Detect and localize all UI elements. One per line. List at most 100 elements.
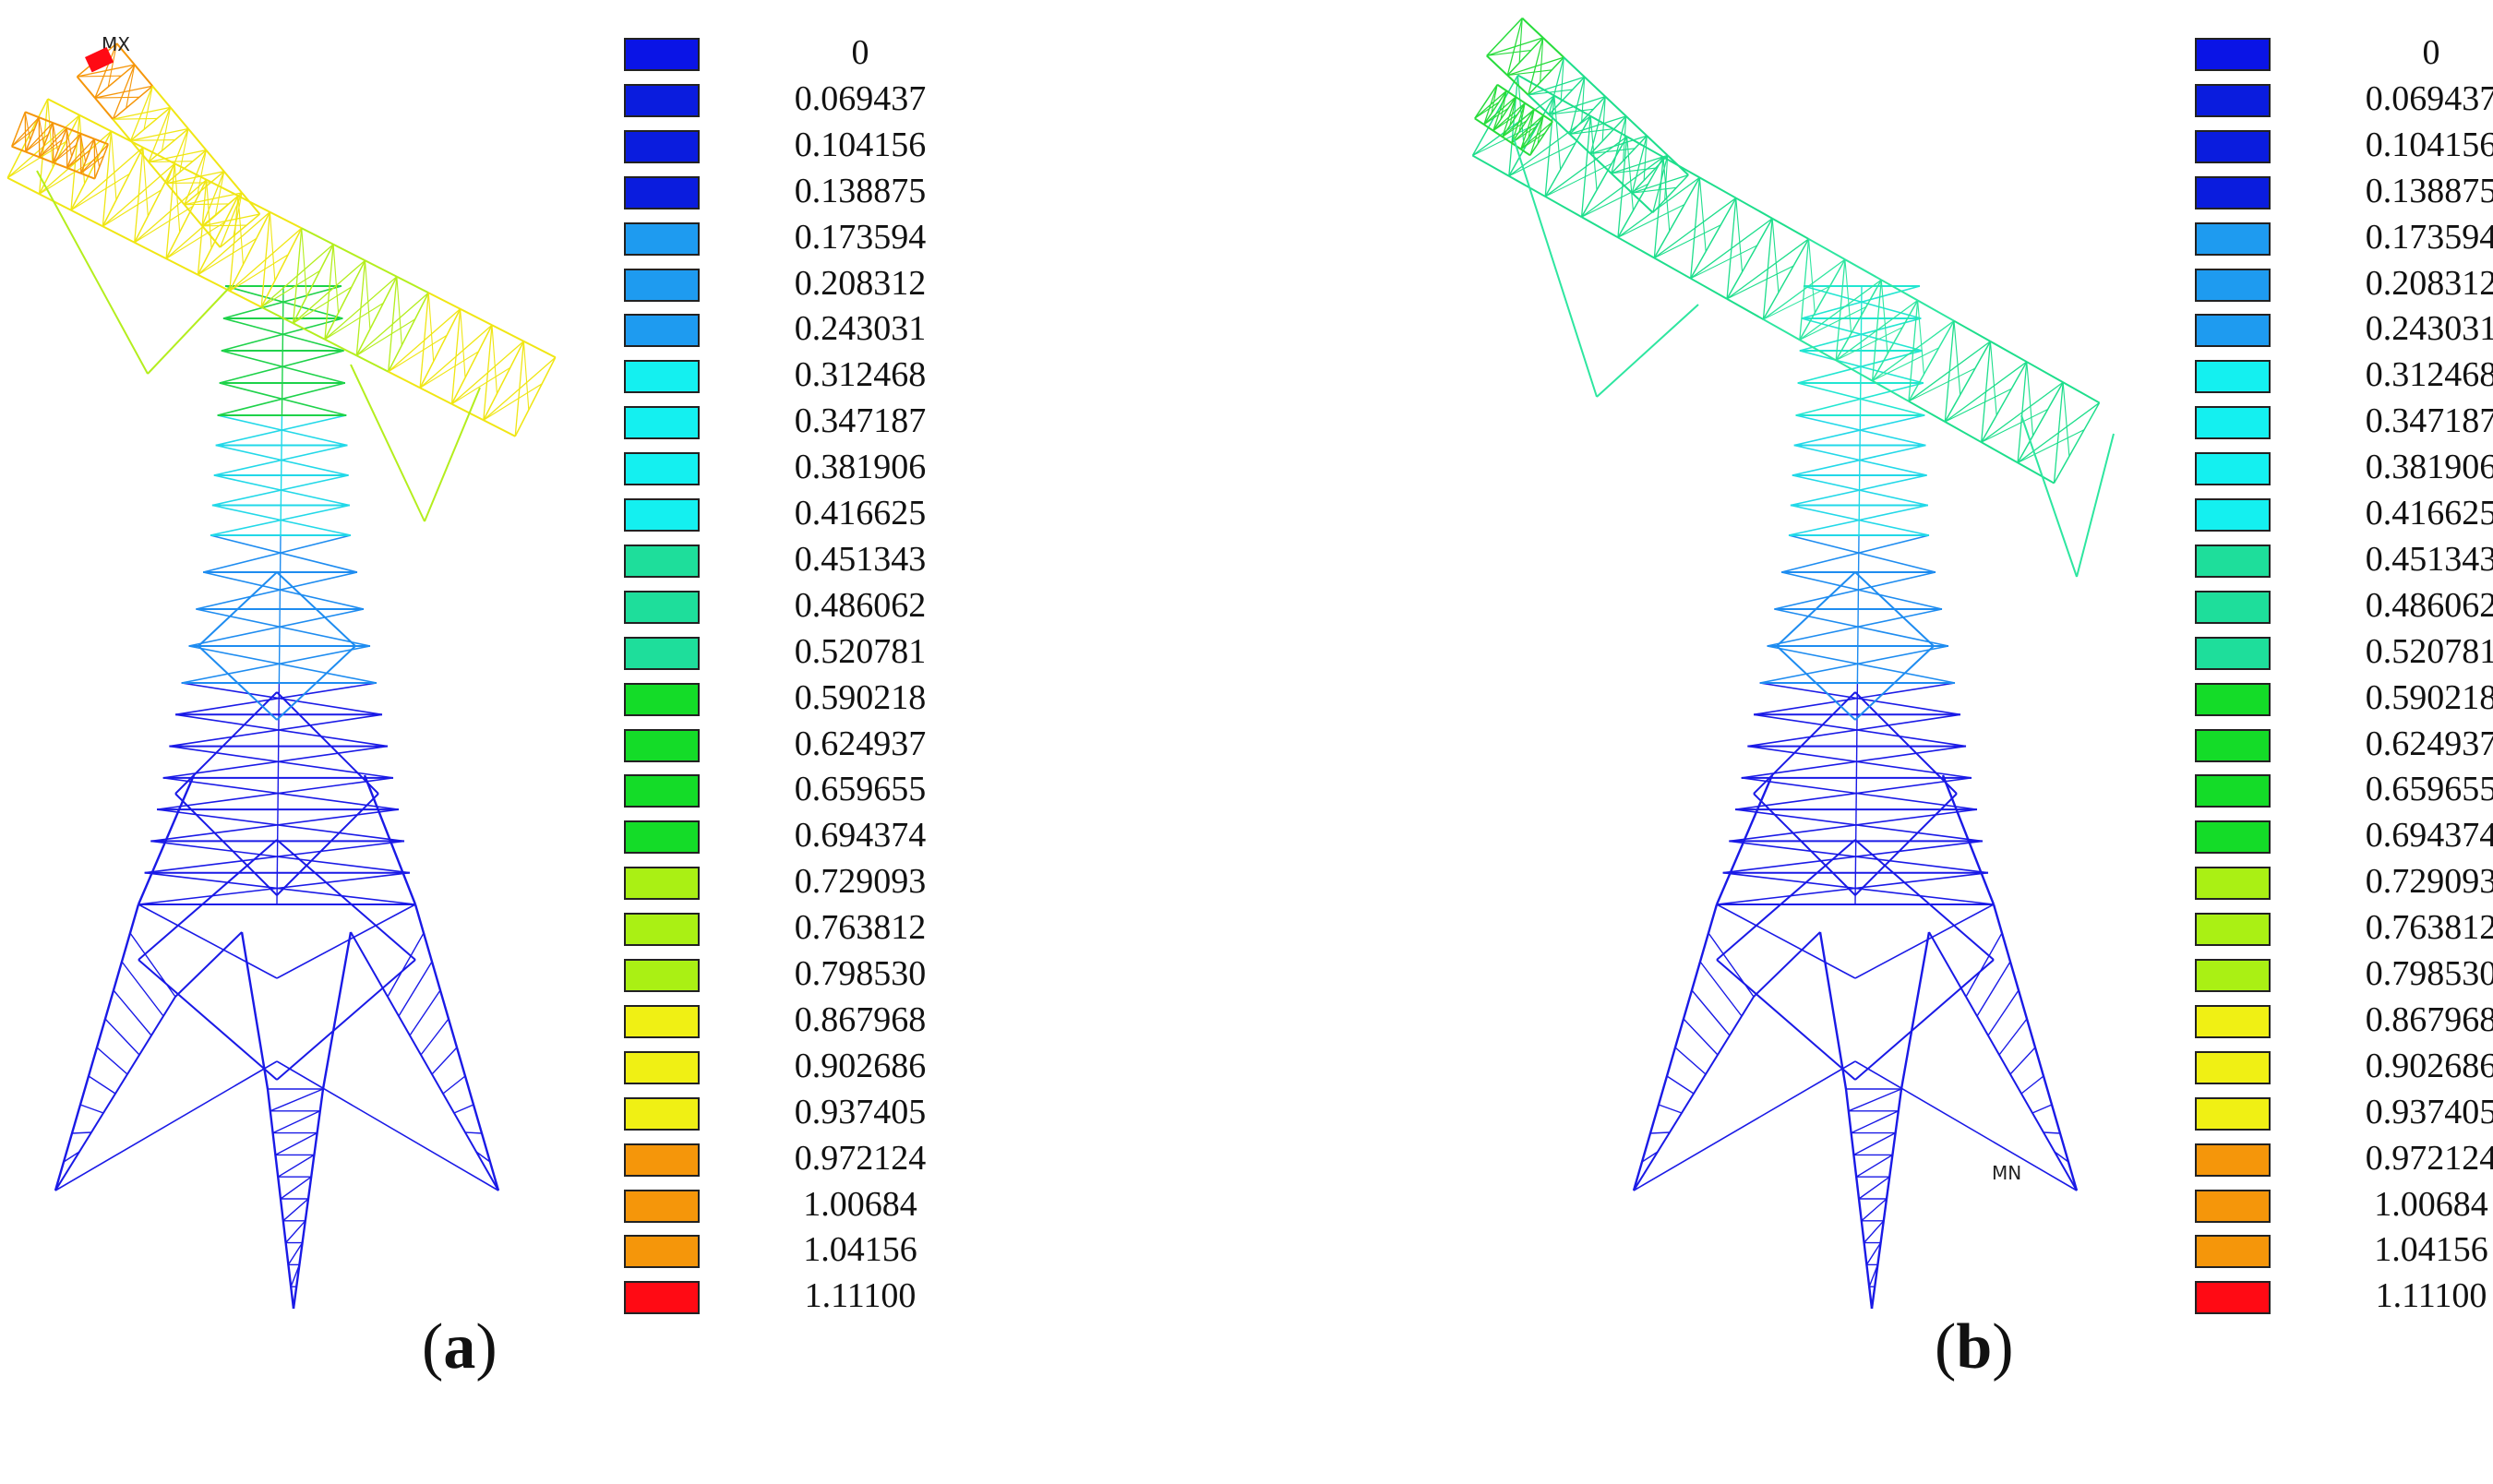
legend-swatch: [624, 1004, 700, 1038]
marker-label: MN: [1992, 1162, 2021, 1184]
legend-label: 0.937405: [2365, 1092, 2493, 1131]
tower-neck: [210, 285, 352, 536]
legend-row: 0.347187: [2195, 401, 2493, 449]
legend-swatch: [2195, 38, 2271, 71]
legend-swatch: [2195, 175, 2271, 209]
legend-row: 0.451343: [624, 539, 1012, 588]
extreme-marker: MN: [1992, 1162, 2021, 1184]
legend-swatch: [2195, 590, 2271, 624]
legend-swatch: [2195, 1004, 2271, 1038]
legend-label: 0.867968: [794, 999, 927, 1039]
tower-body: [54, 534, 499, 1191]
legend-swatch: [624, 774, 700, 808]
legend-label: 0.972124: [794, 1138, 927, 1178]
legend-label: 0.347187: [2365, 401, 2493, 441]
legend-swatch: [624, 1235, 700, 1269]
legend-label: 0.208312: [794, 263, 927, 303]
legend-swatch: [624, 867, 700, 901]
legend-swatch: [2195, 314, 2271, 348]
legend-row: 0.798530: [2195, 954, 2493, 1002]
legend-swatch: [2195, 221, 2271, 256]
legend-swatch: [624, 406, 700, 440]
legend-swatch: [624, 498, 700, 532]
legend-row: 1.04156: [624, 1230, 1012, 1278]
legend-swatch: [2195, 1281, 2271, 1315]
legend-row: 0.972124: [624, 1138, 1012, 1187]
legend-row: 0.243031: [624, 309, 1012, 357]
legend-row: 0.312468: [624, 355, 1012, 403]
legend-label: 0.520781: [794, 631, 927, 671]
legend-swatch: [2195, 820, 2271, 855]
legend-label: 0.312468: [2365, 355, 2493, 395]
legend-label: 0.624937: [794, 724, 927, 763]
legend-swatch: [2195, 913, 2271, 947]
legend-label: 0.729093: [794, 862, 927, 902]
caption-a: (a): [422, 1311, 497, 1382]
tower-body: [1633, 534, 2078, 1191]
legend-row: 0.416625: [2195, 494, 2493, 542]
legend-row: 0.416625: [624, 494, 1012, 542]
legend-label: 0.694374: [2365, 816, 2493, 856]
legend-label: 1.00684: [2374, 1184, 2488, 1224]
legend-label: 0.451343: [794, 539, 927, 579]
tower-a-diagram: MX: [6, 33, 557, 1310]
legend-row: 0.590218: [2195, 678, 2493, 726]
legend-label: 1.11100: [804, 1276, 917, 1316]
legend-row: 1.11100: [2195, 1276, 2493, 1324]
legend-row: 0.486062: [2195, 585, 2493, 634]
tower-crossarm: [6, 42, 557, 437]
legend-swatch: [624, 38, 700, 71]
legend-row: 0.486062: [624, 586, 1012, 634]
legend-label: 0.173594: [794, 217, 927, 257]
legend-label: 0.416625: [794, 494, 927, 533]
panel-b: MN 0 0.069437 0.104156 0.138875 0.173594 0.20…: [1246, 0, 2493, 1484]
legend-swatch: [2195, 1235, 2271, 1269]
legend-row: 0.902686: [2195, 1047, 2493, 1095]
legend-swatch: [624, 1143, 700, 1177]
legend-row: 0.520781: [2195, 632, 2493, 680]
legend-swatch: [624, 129, 700, 163]
legend-swatch: [2195, 360, 2271, 394]
legend-label: 0.486062: [2365, 585, 2493, 625]
legend-label: 0: [851, 33, 869, 72]
legend-label: 0.312468: [794, 355, 927, 395]
legend-label: 0.208312: [2365, 263, 2493, 303]
legend-swatch: [2195, 544, 2271, 578]
legend-swatch: [624, 590, 700, 624]
legend-row: 0: [2195, 33, 2493, 81]
legend-row: 0.208312: [624, 263, 1012, 312]
legend-swatch: [624, 221, 700, 256]
legend-swatch: [624, 636, 700, 670]
legend-swatch: [624, 1281, 700, 1315]
extreme-marker: MX: [85, 33, 130, 73]
legend-label: 0.243031: [2365, 309, 2493, 349]
legend-label: 0.867968: [2365, 999, 2493, 1039]
legend-swatch: [624, 175, 700, 209]
legend-swatch: [2195, 452, 2271, 486]
legend-label: 0.729093: [2365, 862, 2493, 902]
legend-swatch: [2195, 1143, 2271, 1177]
tower-crossarm: [1471, 17, 2101, 485]
legend-swatch: [624, 728, 700, 762]
legend-swatch: [2195, 406, 2271, 440]
legend-label: 0.937405: [794, 1092, 927, 1131]
legend-swatch: [2195, 1050, 2271, 1084]
legend-swatch: [2195, 83, 2271, 117]
tower-b-diagram: MN: [1471, 17, 2115, 1310]
legend-row: 1.00684: [624, 1185, 1012, 1233]
legend-label: 0.624937: [2365, 724, 2493, 763]
legend-label: 0.104156: [794, 125, 927, 164]
legend-label: 0.381906: [2365, 448, 2493, 487]
legend-label: 0.659655: [794, 770, 927, 809]
legend-swatch: [2195, 498, 2271, 532]
legend-label: 0.138875: [2365, 171, 2493, 210]
tower-wires: [1513, 138, 2115, 578]
legend-row: 0.347187: [624, 401, 1012, 449]
tower-wires: [36, 170, 481, 522]
legend-swatch: [624, 268, 700, 302]
legend-swatch: [624, 360, 700, 394]
legend-row: 0.243031: [2195, 309, 2493, 357]
legend-row: 0.069437: [2195, 79, 2493, 127]
legend-row: 0.590218: [624, 678, 1012, 726]
legend-row: 0.937405: [624, 1092, 1012, 1141]
